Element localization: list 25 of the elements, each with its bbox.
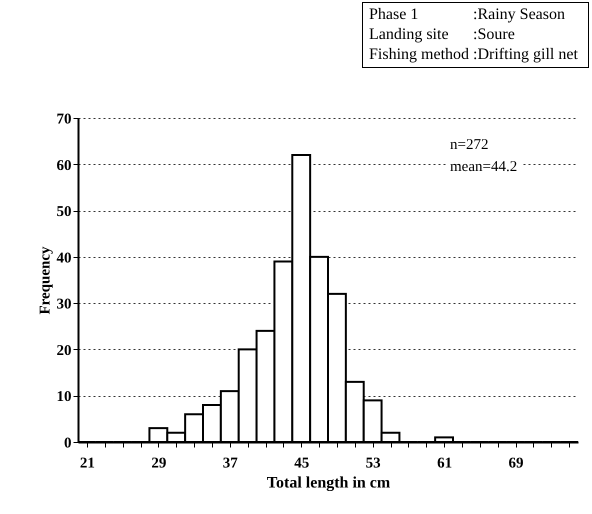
- annotation: n=272: [450, 136, 490, 155]
- x-axis-title: Total length in cm: [266, 474, 391, 492]
- text: :Drifting gill net: [473, 45, 579, 65]
- text: :Soure: [473, 25, 516, 45]
- text: Phase 1: [369, 5, 420, 25]
- x-tick-label: 45: [294, 456, 310, 472]
- x-tick-label: 53: [366, 456, 381, 472]
- y-tick-label: 20: [56, 342, 72, 359]
- y-tick-label: 70: [56, 112, 72, 128]
- x-tick-label: 21: [80, 456, 95, 472]
- y-tick-label: 0: [64, 436, 72, 452]
- text: :Rainy Season: [473, 5, 566, 25]
- annotation: mean=44.2: [450, 158, 518, 177]
- x-tick-label: 29: [151, 456, 166, 472]
- x-tick-label: 61: [437, 456, 452, 472]
- x-tick-label: 37: [222, 456, 238, 472]
- y-tick-label: 30: [56, 296, 72, 313]
- y-tick-label: 60: [56, 158, 72, 174]
- y-axis-title: Frequency: [38, 246, 54, 315]
- y-tick-label: 40: [56, 250, 72, 266]
- y-tick-label: 10: [56, 389, 72, 406]
- x-tick-label: 69: [508, 456, 524, 472]
- text: Fishing method: [369, 45, 470, 65]
- text: Landing site: [369, 25, 450, 45]
- y-tick-label: 50: [56, 204, 72, 220]
